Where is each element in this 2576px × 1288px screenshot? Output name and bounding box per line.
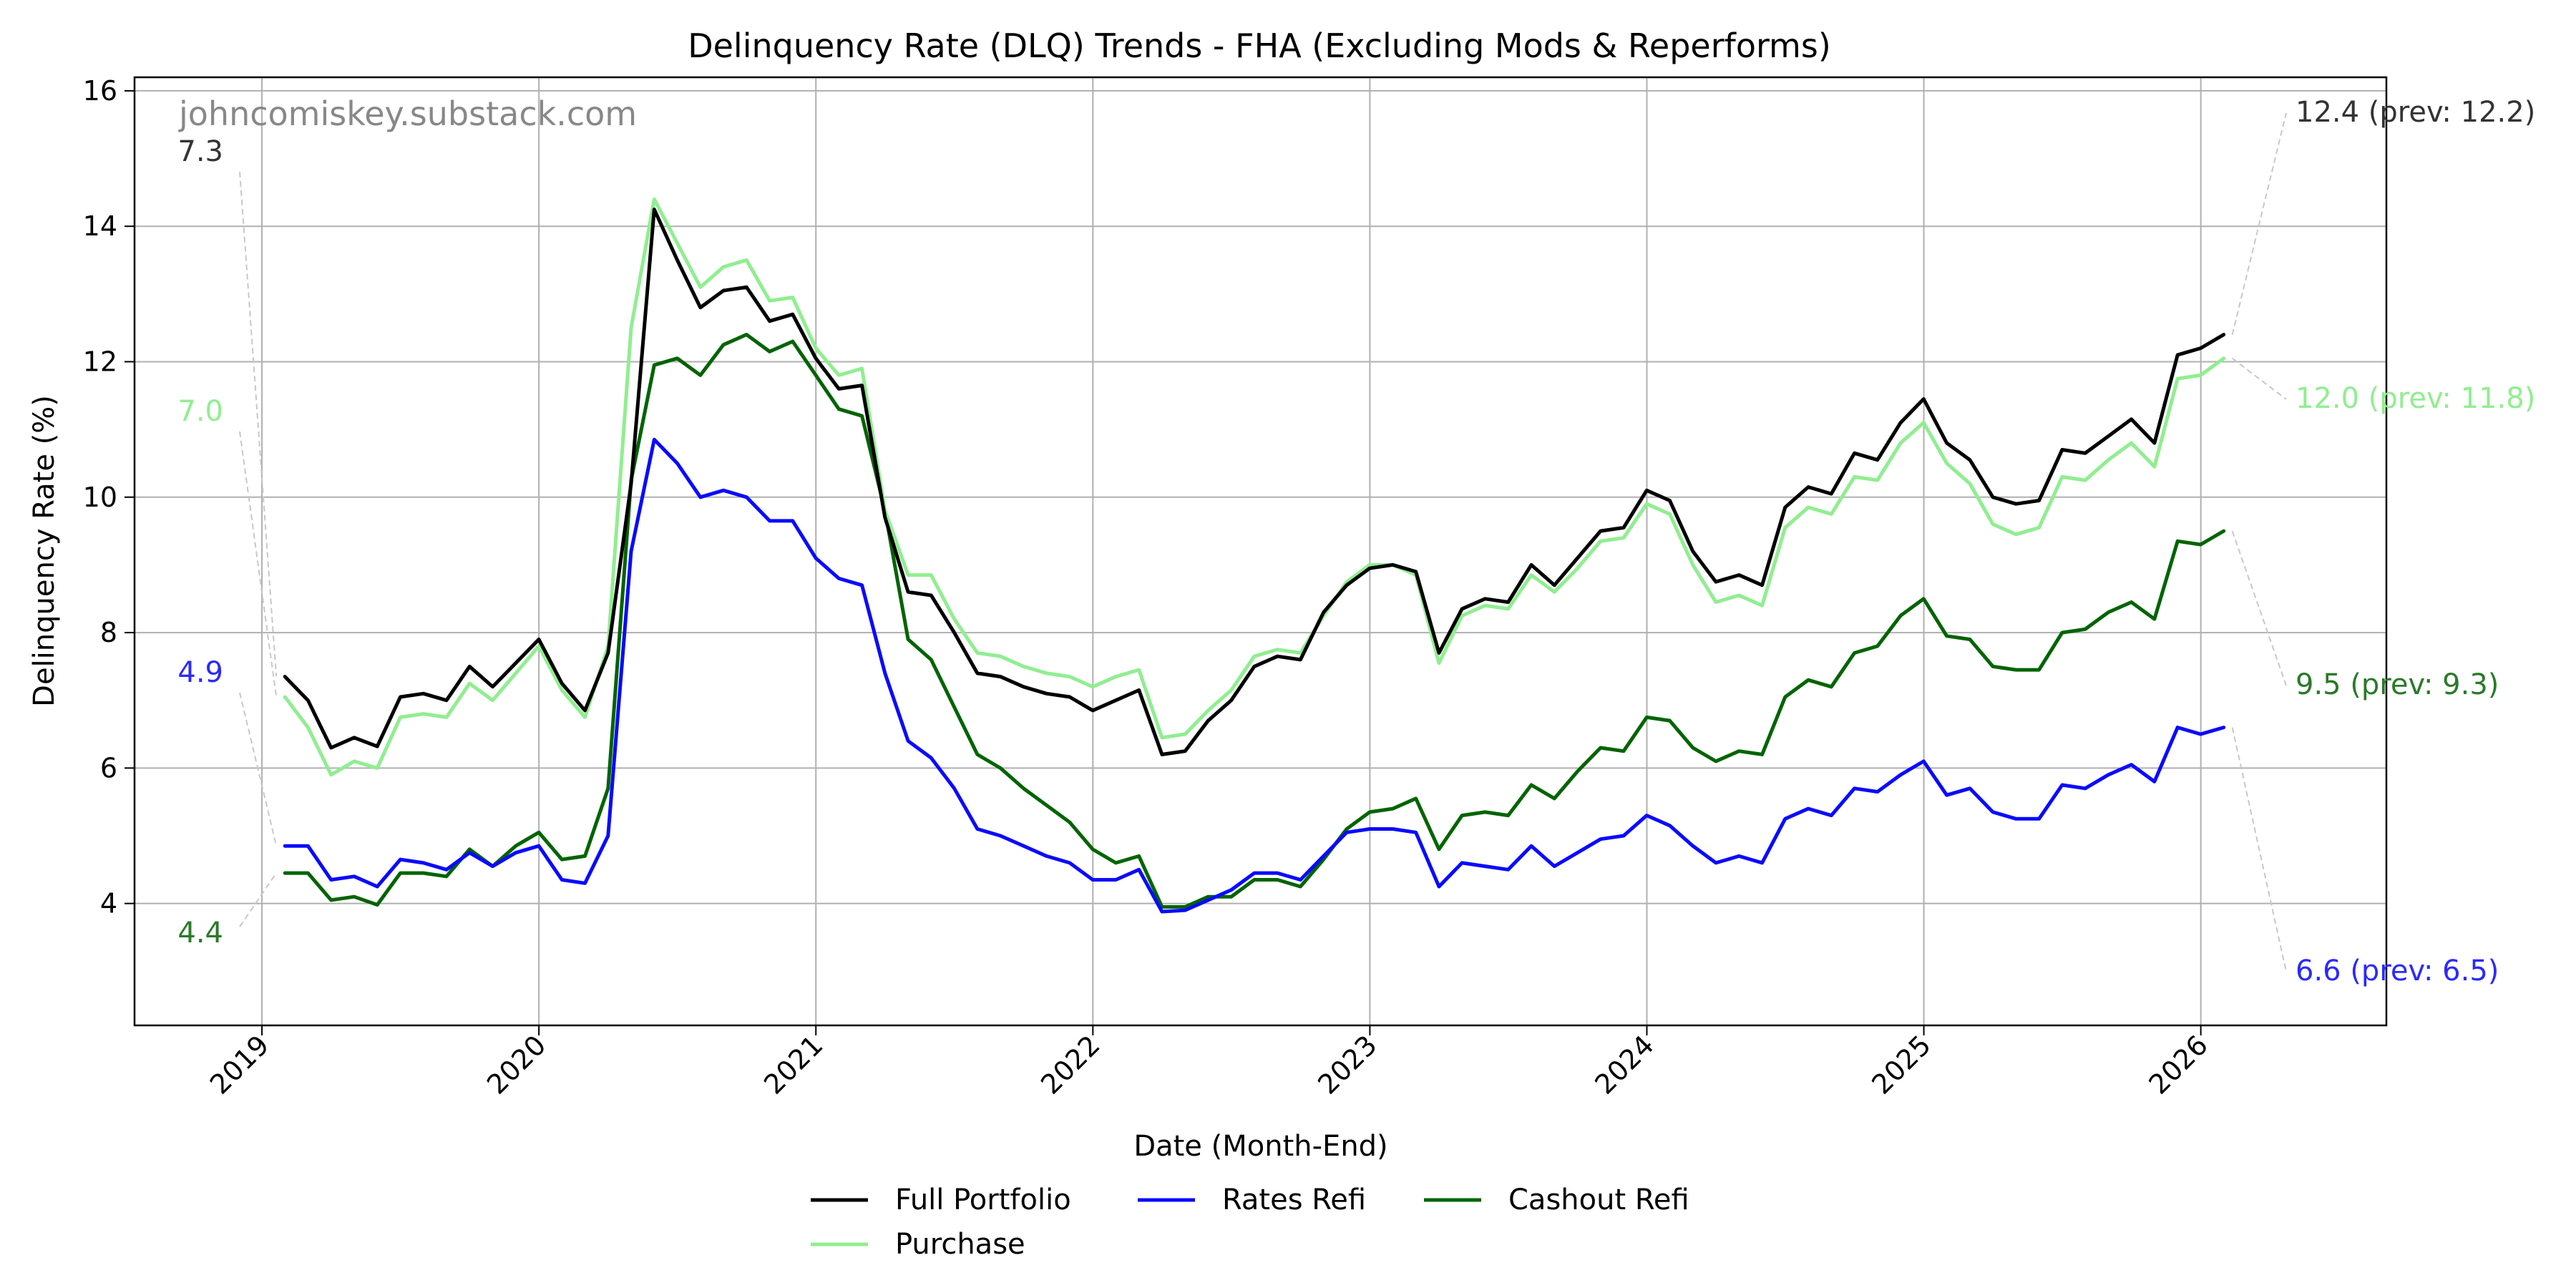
legend-label-rates-refi: Rates Refi xyxy=(1222,1184,1366,1216)
y-tick-label: 14 xyxy=(83,210,117,242)
end-label-purchase: 12.0 (prev: 11.8) xyxy=(2296,382,2535,415)
start-label-purchase: 7.0 xyxy=(177,395,223,428)
series-layer xyxy=(283,197,2226,914)
y-axis-label: Delinquency Rate (%) xyxy=(28,395,61,707)
grid xyxy=(135,77,2386,1025)
start-connector-full-portfolio xyxy=(239,171,278,677)
y-tick-label: 4 xyxy=(100,888,117,919)
start-connector-rates-refi xyxy=(239,692,278,847)
y-tick-label: 10 xyxy=(83,482,117,513)
series-line-rates-refi xyxy=(283,437,2226,914)
x-axis-label: Date (Month-End) xyxy=(1133,1130,1387,1163)
start-connector-purchase xyxy=(239,431,278,698)
end-label-cashout-refi: 9.5 (prev: 9.3) xyxy=(2296,668,2499,701)
start-label-cashout-refi: 4.4 xyxy=(177,917,223,950)
y-tick-label: 8 xyxy=(100,617,117,648)
start-label-rates-refi: 4.9 xyxy=(177,656,223,689)
end-connector-rates-refi xyxy=(2231,727,2287,972)
end-connector-full-portfolio xyxy=(2231,112,2287,335)
legend-label-full-portfolio: Full Portfolio xyxy=(895,1184,1071,1216)
start-connector-cashout-refi xyxy=(239,872,278,927)
plot-frame xyxy=(133,76,2388,1027)
annotations: 7.3 12.4 (prev: 12.2) 4.9 6.6 (prev: 6.5) 4.… xyxy=(177,96,2535,987)
legend-label-purchase: Purchase xyxy=(895,1228,1025,1261)
legend-label-cashout-refi: Cashout Refi xyxy=(1508,1184,1689,1216)
y-tick-label: 6 xyxy=(100,752,117,784)
end-label-full-portfolio: 12.4 (prev: 12.2) xyxy=(2296,96,2535,129)
y-tick-label: 12 xyxy=(83,346,117,378)
watermark: johncomiskey.substack.com xyxy=(178,94,637,133)
end-label-rates-refi: 6.6 (prev: 6.5) xyxy=(2296,955,2499,987)
start-label-full-portfolio: 7.3 xyxy=(177,135,223,168)
y-tick-label: 16 xyxy=(83,75,117,107)
chart-title: Delinquency Rate (DLQ) Trends - FHA (Exc… xyxy=(688,26,1831,65)
series-line-full-portfolio xyxy=(283,208,2226,756)
end-connector-purchase xyxy=(2232,357,2287,400)
series-line-cashout-refi xyxy=(283,333,2226,909)
legend: Full Portfolio Rates Refi Cashout Refi Purc… xyxy=(811,1184,1689,1261)
